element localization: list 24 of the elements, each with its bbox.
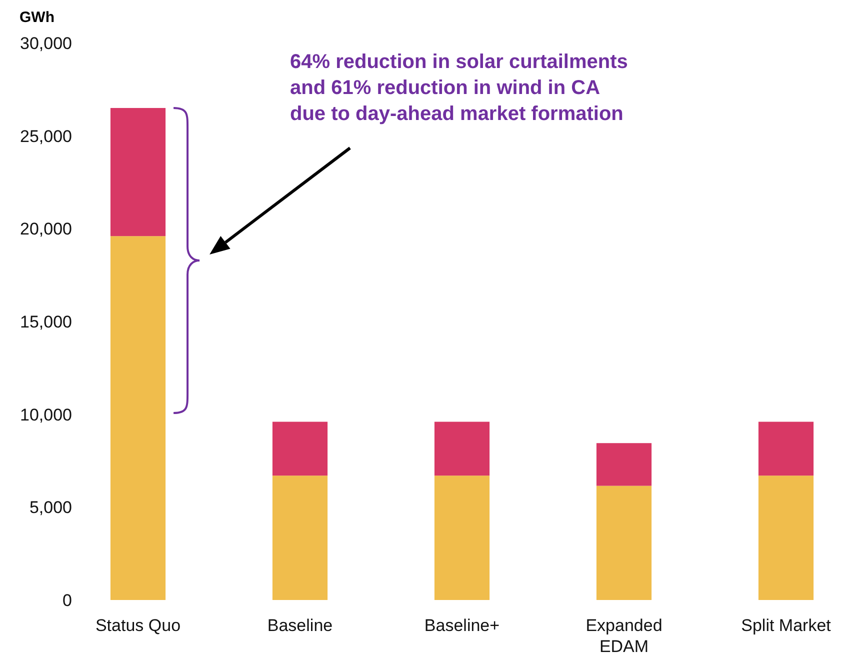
y-tick-label: 0 bbox=[62, 590, 72, 610]
bar bbox=[758, 422, 814, 476]
bar bbox=[110, 236, 166, 600]
bar bbox=[272, 422, 328, 476]
bar bbox=[596, 443, 652, 486]
y-tick-label: 30,000 bbox=[20, 34, 72, 53]
x-tick-label: Split Market bbox=[741, 616, 832, 635]
x-tick-label: Baseline bbox=[267, 616, 333, 635]
annotation: 64% reduction in solar curtailments and 61% reduction in wind in CA due to day-ahead market formation bbox=[290, 51, 628, 125]
bar bbox=[596, 486, 652, 600]
y-tick-label: 20,000 bbox=[20, 220, 72, 239]
x-tick-label: Status Quo bbox=[95, 616, 181, 635]
y-tick-label: 25,000 bbox=[20, 126, 72, 146]
y-tick-label: 5,000 bbox=[29, 498, 72, 518]
bar bbox=[110, 108, 166, 236]
bar bbox=[434, 476, 490, 600]
bar bbox=[758, 476, 814, 600]
x-tick-label: Expanded EDAM bbox=[586, 616, 662, 656]
y-axis-title: GWh bbox=[20, 9, 54, 26]
y-tick-label: 10,000 bbox=[20, 405, 72, 424]
x-tick-label: Baseline+ bbox=[424, 616, 500, 635]
bar bbox=[434, 422, 490, 476]
bar bbox=[272, 476, 328, 600]
y-tick-label: 15,000 bbox=[20, 312, 72, 332]
